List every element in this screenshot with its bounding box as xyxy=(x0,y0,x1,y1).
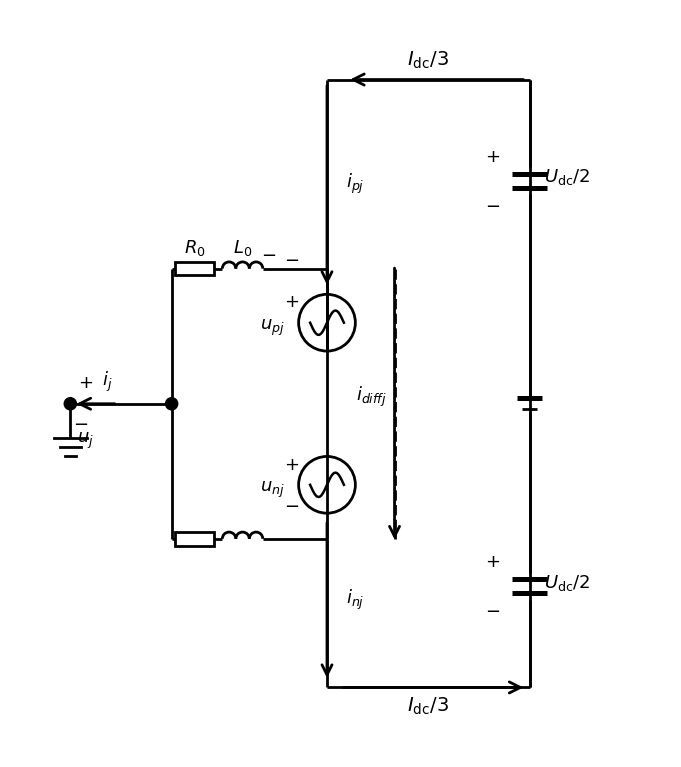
Text: $i_j$: $i_j$ xyxy=(102,370,113,394)
Text: $-$: $-$ xyxy=(284,496,300,514)
Text: $L_0$: $L_0$ xyxy=(233,239,252,258)
Bar xyxy=(175,532,215,545)
Text: $U_{\mathrm{dc}}/2$: $U_{\mathrm{dc}}/2$ xyxy=(545,167,590,187)
Text: $+$: $+$ xyxy=(284,456,300,473)
Text: $U_{\mathrm{dc}}/2$: $U_{\mathrm{dc}}/2$ xyxy=(545,573,590,593)
Text: $+$: $+$ xyxy=(485,148,500,166)
Text: $u_{pj}$: $u_{pj}$ xyxy=(260,318,285,338)
Text: $R_0$: $R_0$ xyxy=(184,239,206,258)
Circle shape xyxy=(165,397,178,410)
Circle shape xyxy=(64,397,76,410)
Text: $i_{diffj}$: $i_{diffj}$ xyxy=(355,385,386,409)
Text: $i_{pj}$: $i_{pj}$ xyxy=(346,172,364,196)
Text: $-$: $-$ xyxy=(485,196,500,213)
Bar xyxy=(175,262,215,275)
Text: $+$: $+$ xyxy=(284,294,300,311)
Text: $-$: $-$ xyxy=(284,249,300,268)
Text: $u_{nj}$: $u_{nj}$ xyxy=(260,480,285,500)
Text: $-$: $-$ xyxy=(485,601,500,619)
Text: $I_{\mathrm{dc}}/3$: $I_{\mathrm{dc}}/3$ xyxy=(407,696,449,717)
Text: $-$: $-$ xyxy=(261,245,276,263)
Text: $i_{nj}$: $i_{nj}$ xyxy=(346,588,364,612)
Text: $u_j$: $u_j$ xyxy=(77,431,93,451)
Text: $+$: $+$ xyxy=(485,554,500,571)
Text: $I_{\mathrm{dc}}/3$: $I_{\mathrm{dc}}/3$ xyxy=(407,50,449,71)
Text: $+$: $+$ xyxy=(78,374,93,393)
Text: $-$: $-$ xyxy=(73,413,88,432)
